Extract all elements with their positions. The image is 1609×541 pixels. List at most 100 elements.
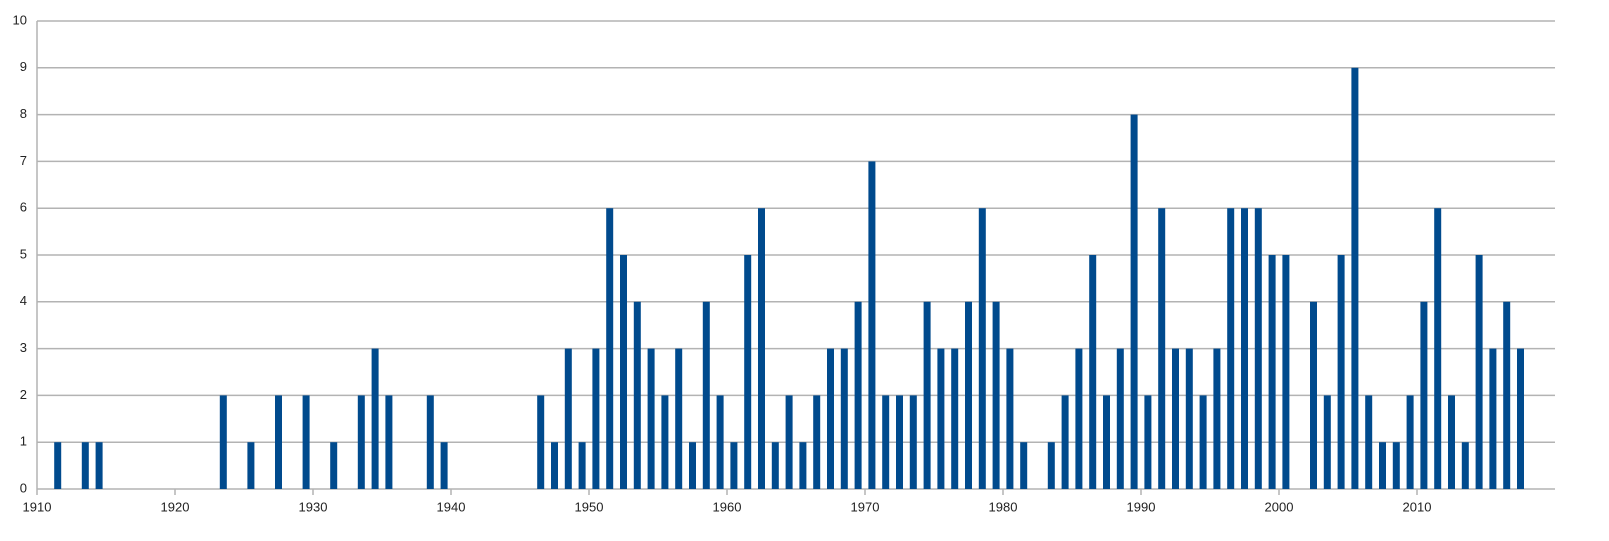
- y-tick-label: 1: [20, 434, 27, 449]
- bar: [909, 395, 917, 489]
- bar: [1227, 208, 1235, 489]
- bar: [633, 301, 641, 489]
- bar: [744, 255, 752, 489]
- bar: [702, 301, 710, 489]
- bar: [1172, 348, 1179, 489]
- bar: [1448, 395, 1455, 489]
- bar: [606, 208, 614, 489]
- x-tick-label: 1940: [437, 499, 466, 514]
- y-tick-label: 6: [20, 200, 27, 215]
- bar: [1379, 442, 1386, 489]
- bar: [1144, 395, 1152, 489]
- bar: [1406, 395, 1414, 489]
- bar: [1075, 348, 1083, 489]
- bar: [564, 348, 572, 489]
- bar: [275, 395, 282, 489]
- bar: [95, 442, 103, 489]
- bar: [1213, 348, 1221, 489]
- bar: [440, 442, 448, 489]
- bar: [302, 395, 310, 489]
- bar: [1254, 208, 1262, 489]
- bar: [1199, 395, 1207, 489]
- bar: [992, 301, 1000, 489]
- x-tick-label: 1950: [575, 499, 604, 514]
- bar: [371, 348, 379, 489]
- bar: [965, 301, 972, 489]
- bar: [1517, 348, 1524, 489]
- y-tick-label: 10: [13, 12, 27, 27]
- x-tick-label: 2000: [1265, 499, 1294, 514]
- y-tick-label: 0: [20, 480, 27, 495]
- bar: [1323, 395, 1331, 489]
- x-tick-label: 2010: [1403, 499, 1432, 514]
- bar: [1268, 255, 1276, 489]
- bar: [54, 442, 62, 489]
- x-tick-label: 1960: [713, 499, 742, 514]
- bar: [1503, 301, 1511, 489]
- bar: [1420, 301, 1428, 489]
- bar: [896, 395, 903, 489]
- x-tick-label: 1990: [1127, 499, 1156, 514]
- bar: [1103, 395, 1110, 489]
- bar: [1475, 255, 1483, 489]
- y-tick-label: 9: [20, 59, 27, 74]
- bar: [357, 395, 365, 489]
- bar: [978, 208, 986, 489]
- bar: [1130, 114, 1138, 489]
- bar: [937, 348, 945, 489]
- bar: [1434, 208, 1442, 489]
- bar: [537, 395, 545, 489]
- bar: [840, 348, 848, 489]
- bar: [551, 442, 558, 489]
- bar: [219, 395, 227, 489]
- bar: [758, 208, 765, 489]
- bar: [716, 395, 724, 489]
- bar: [1392, 442, 1400, 489]
- bar: [827, 348, 834, 489]
- bar: [592, 348, 600, 489]
- y-tick-label: 2: [20, 387, 27, 402]
- x-tick-label: 1930: [299, 499, 328, 514]
- bar: [882, 395, 890, 489]
- bar: [730, 442, 738, 489]
- bar: [620, 255, 627, 489]
- bar: [799, 442, 807, 489]
- bar: [330, 442, 338, 489]
- bar: [1116, 348, 1124, 489]
- bar: [868, 161, 876, 489]
- bar: [1185, 348, 1193, 489]
- x-tick-label: 1980: [989, 499, 1018, 514]
- bar: [647, 348, 655, 489]
- bar: [1310, 301, 1317, 489]
- bar: [385, 395, 393, 489]
- bar: [923, 301, 931, 489]
- bar: [1282, 255, 1290, 489]
- y-tick-label: 7: [20, 153, 27, 168]
- bar: [1047, 442, 1055, 489]
- bar: [1351, 67, 1359, 490]
- bar: [1461, 442, 1469, 489]
- bar: [1006, 348, 1014, 489]
- bar: [1020, 442, 1028, 489]
- bar: [1241, 208, 1248, 489]
- bar: [426, 395, 434, 489]
- bar: [247, 442, 255, 489]
- bar: [854, 301, 862, 489]
- bar: [1365, 395, 1373, 489]
- x-tick-label: 1910: [23, 499, 52, 514]
- bar: [578, 442, 586, 489]
- y-tick-label: 4: [20, 293, 27, 308]
- bar: [689, 442, 696, 489]
- bar: [661, 395, 669, 489]
- x-tick-label: 1970: [851, 499, 880, 514]
- bar: [813, 395, 821, 489]
- x-tick-label: 1920: [161, 499, 190, 514]
- bar: [771, 442, 779, 489]
- bar: [1337, 255, 1345, 489]
- bar: [1489, 348, 1497, 489]
- y-tick-label: 5: [20, 246, 27, 261]
- bar: [675, 348, 683, 489]
- y-tick-label: 3: [20, 340, 27, 355]
- bar: [785, 395, 793, 489]
